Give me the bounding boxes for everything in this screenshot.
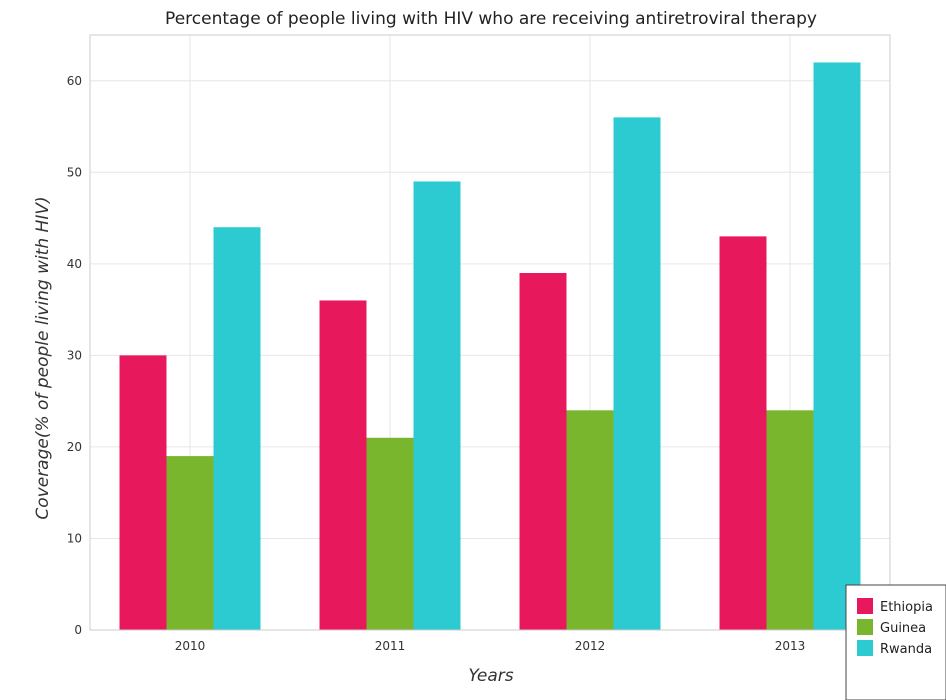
y-tick-label: 40	[67, 257, 82, 271]
axes: 0 10 20 30 40 50 60 2010 2011 2012 2013	[67, 34, 891, 653]
legend-label-rwanda: Rwanda	[880, 642, 932, 657]
legend-swatch-rwanda	[857, 640, 873, 656]
legend-swatch-ethiopia	[857, 598, 873, 614]
y-tick-label: 50	[67, 165, 82, 179]
bar-guinea-2011	[366, 437, 414, 630]
bar-rwanda-2010	[213, 227, 261, 630]
bar-rwanda-2011	[413, 181, 461, 630]
bars	[119, 62, 861, 630]
x-tick-label: 2011	[375, 639, 406, 653]
bar-ethiopia-2012	[519, 273, 567, 630]
bar-guinea-2013	[766, 410, 814, 630]
legend-label-guinea: Guinea	[880, 621, 926, 636]
y-tick-label: 30	[67, 348, 82, 362]
x-tick-label: 2012	[575, 639, 606, 653]
chart-title: Percentage of people living with HIV who…	[165, 9, 817, 29]
legend-label-ethiopia: Ethiopia	[880, 600, 933, 615]
y-axis-label: Coverage(% of people living with HIV)	[33, 196, 53, 519]
bar-ethiopia-2013	[719, 236, 767, 630]
legend-swatch-guinea	[857, 619, 873, 635]
bar-rwanda-2012	[613, 117, 661, 630]
plot-frame	[89, 34, 891, 631]
bar-ethiopia-2011	[319, 300, 367, 630]
bar-rwanda-2013	[813, 62, 861, 630]
y-tick-label: 0	[74, 623, 82, 637]
y-tick-label: 60	[67, 74, 82, 88]
bar-guinea-2010	[166, 456, 214, 630]
x-tick-label: 2013	[775, 639, 806, 653]
legend: Ethiopia Guinea Rwanda	[845, 584, 946, 700]
x-tick-label: 2010	[175, 639, 206, 653]
y-tick-label: 20	[67, 440, 82, 454]
y-tick-label: 10	[67, 531, 82, 545]
bar-guinea-2012	[566, 410, 614, 630]
bar-ethiopia-2010	[119, 355, 167, 630]
x-axis-label: Years	[468, 666, 513, 686]
